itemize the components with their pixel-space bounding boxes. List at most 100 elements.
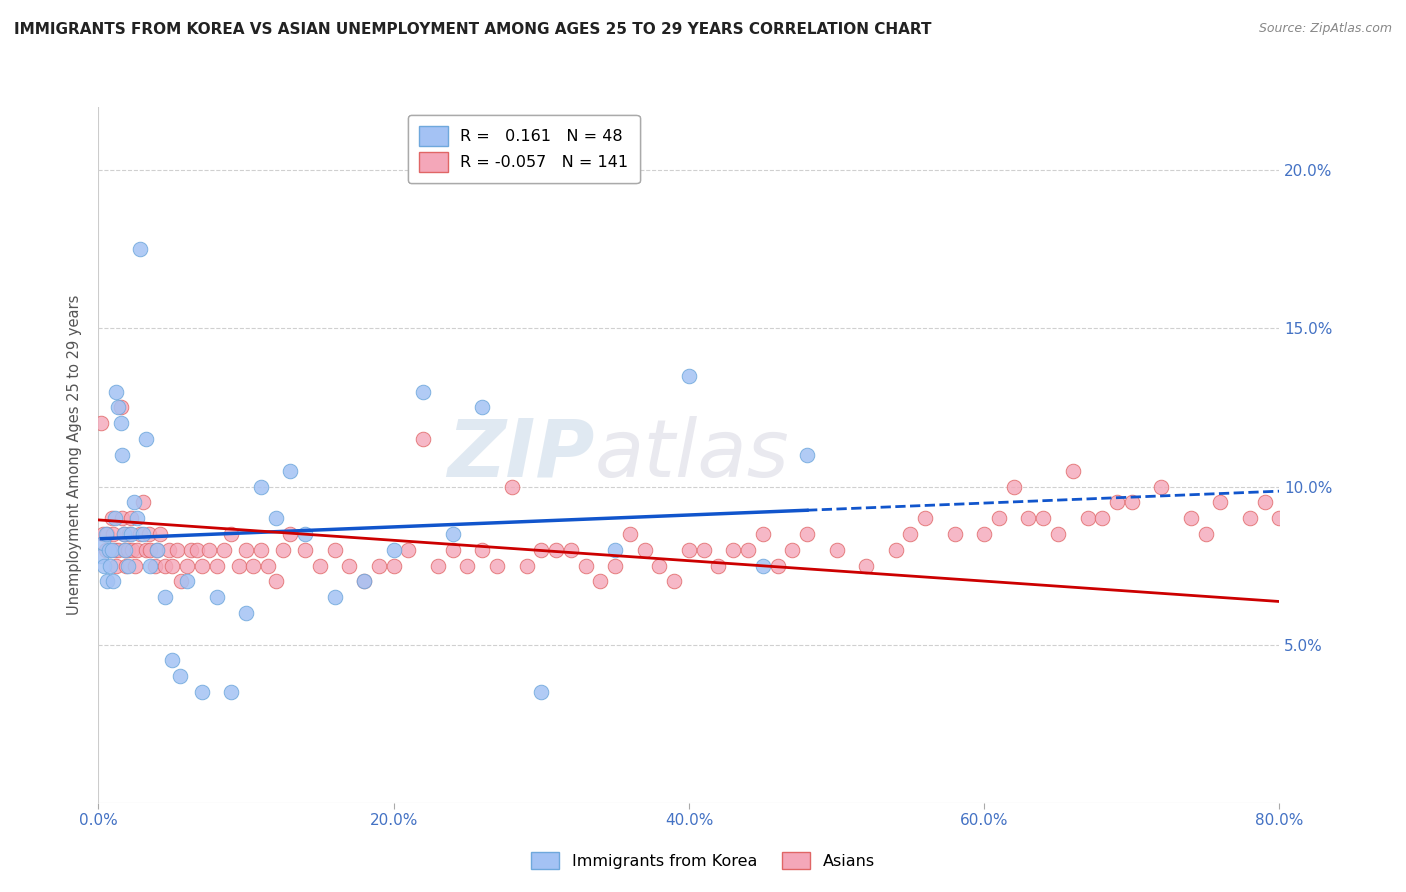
Asians — [1062, 464, 1084, 478]
Asians — [648, 558, 671, 573]
Asians — [105, 558, 128, 573]
Immigrants from Korea — [122, 495, 145, 509]
Asians — [546, 542, 568, 557]
Asians — [157, 542, 180, 557]
Immigrants from Korea — [107, 401, 129, 415]
Asians — [90, 417, 112, 431]
Immigrants from Korea — [530, 685, 553, 699]
Asians — [560, 542, 582, 557]
Immigrants from Korea — [114, 542, 136, 557]
Text: IMMIGRANTS FROM KOREA VS ASIAN UNEMPLOYMENT AMONG AGES 25 TO 29 YEARS CORRELATIO: IMMIGRANTS FROM KOREA VS ASIAN UNEMPLOYM… — [14, 22, 932, 37]
Immigrants from Korea — [90, 549, 112, 563]
Asians — [751, 527, 773, 541]
Immigrants from Korea — [235, 606, 257, 620]
Immigrants from Korea — [125, 511, 148, 525]
Immigrants from Korea — [176, 574, 198, 589]
Asians — [257, 558, 280, 573]
Asians — [149, 527, 172, 541]
Asians — [1002, 479, 1025, 493]
Asians — [1180, 511, 1202, 525]
Asians — [1046, 527, 1069, 541]
Immigrants from Korea — [323, 591, 346, 605]
Asians — [94, 542, 117, 557]
Immigrants from Korea — [169, 669, 191, 683]
Asians — [501, 479, 523, 493]
Asians — [191, 558, 214, 573]
Asians — [589, 574, 612, 589]
Immigrants from Korea — [112, 527, 135, 541]
Asians — [884, 542, 907, 557]
Immigrants from Korea — [97, 542, 120, 557]
Asians — [198, 542, 221, 557]
Asians — [146, 542, 169, 557]
Immigrants from Korea — [117, 558, 139, 573]
Asians — [250, 542, 273, 557]
Asians — [1268, 511, 1291, 525]
Asians — [1017, 511, 1039, 525]
Asians — [166, 542, 188, 557]
Asians — [987, 511, 1010, 525]
Asians — [294, 542, 316, 557]
Asians — [278, 527, 302, 541]
Asians — [1105, 495, 1128, 509]
Immigrants from Korea — [120, 527, 142, 541]
Immigrants from Korea — [441, 527, 464, 541]
Immigrants from Korea — [96, 574, 118, 589]
Asians — [125, 542, 148, 557]
Asians — [574, 558, 596, 573]
Asians — [605, 558, 627, 573]
Immigrants from Korea — [103, 574, 125, 589]
Asians — [693, 542, 716, 557]
Asians — [221, 527, 243, 541]
Immigrants from Korea — [221, 685, 243, 699]
Asians — [264, 574, 287, 589]
Asians — [1195, 527, 1218, 541]
Asians — [1091, 511, 1114, 525]
Asians — [427, 558, 450, 573]
Asians — [120, 511, 142, 525]
Asians — [117, 542, 139, 557]
Asians — [107, 542, 129, 557]
Asians — [900, 527, 922, 541]
Asians — [766, 558, 789, 573]
Asians — [132, 495, 155, 509]
Immigrants from Korea — [128, 243, 150, 257]
Immigrants from Korea — [751, 558, 773, 573]
Asians — [339, 558, 360, 573]
Immigrants from Korea — [105, 384, 128, 399]
Asians — [115, 558, 138, 573]
Asians — [121, 542, 143, 557]
Asians — [368, 558, 391, 573]
Asians — [110, 401, 132, 415]
Asians — [96, 527, 118, 541]
Asians — [782, 542, 804, 557]
Asians — [723, 542, 745, 557]
Asians — [104, 542, 127, 557]
Immigrants from Korea — [382, 542, 405, 557]
Asians — [143, 558, 166, 573]
Legend: Immigrants from Korea, Asians: Immigrants from Korea, Asians — [524, 846, 882, 875]
Asians — [973, 527, 995, 541]
Legend: R =   0.161   N = 48, R = -0.057   N = 141: R = 0.161 N = 48, R = -0.057 N = 141 — [408, 115, 640, 183]
Asians — [153, 558, 176, 573]
Asians — [271, 542, 294, 557]
Immigrants from Korea — [110, 417, 132, 431]
Asians — [112, 527, 135, 541]
Asians — [396, 542, 419, 557]
Asians — [471, 542, 494, 557]
Asians — [1032, 511, 1054, 525]
Asians — [180, 542, 202, 557]
Asians — [139, 542, 162, 557]
Asians — [441, 542, 464, 557]
Asians — [135, 542, 157, 557]
Asians — [412, 432, 434, 446]
Immigrants from Korea — [412, 384, 434, 399]
Immigrants from Korea — [471, 401, 494, 415]
Immigrants from Korea — [139, 558, 162, 573]
Asians — [138, 527, 160, 541]
Immigrants from Korea — [278, 464, 302, 478]
Asians — [825, 542, 848, 557]
Asians — [111, 511, 134, 525]
Immigrants from Korea — [353, 574, 375, 589]
Immigrants from Korea — [146, 542, 169, 557]
